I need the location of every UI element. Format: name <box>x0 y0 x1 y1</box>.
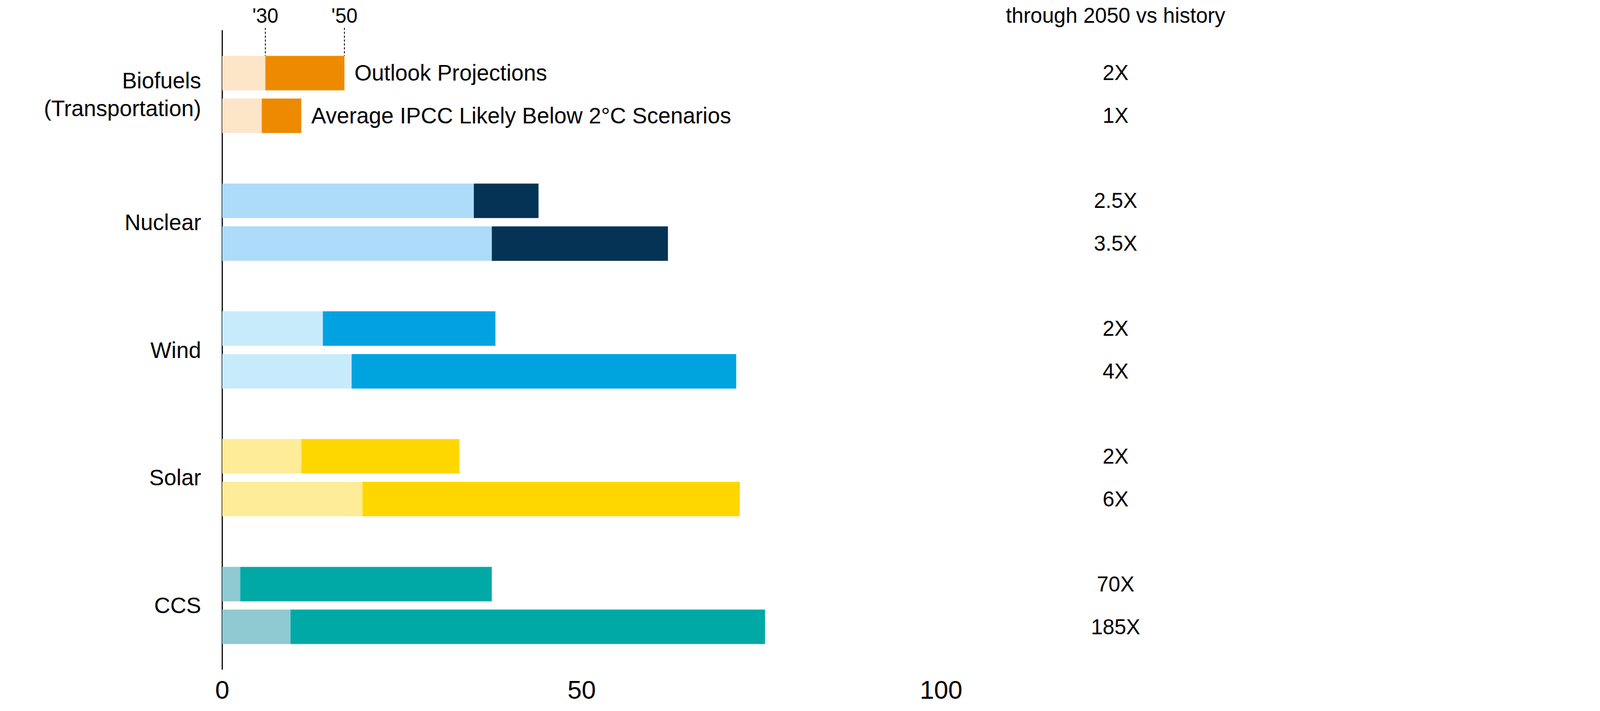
svg-text:'30: '30 <box>252 4 279 28</box>
svg-text:Wind: Wind <box>150 337 202 363</box>
svg-text:3.5X: 3.5X <box>1093 231 1138 255</box>
svg-text:2X: 2X <box>1102 316 1129 340</box>
svg-text:50: 50 <box>567 675 596 704</box>
svg-text:2X: 2X <box>1102 61 1129 85</box>
svg-text:6X: 6X <box>1102 487 1129 511</box>
svg-text:Nuclear: Nuclear <box>124 210 202 235</box>
svg-text:Outlook Projections: Outlook Projections <box>354 60 548 85</box>
svg-text:Average IPCC Likely Below 2°C: Average IPCC Likely Below 2°C Scenarios <box>311 103 732 128</box>
svg-text:'50: '50 <box>331 4 358 28</box>
svg-text:(Transportation): (Transportation) <box>43 96 202 121</box>
svg-text:4X: 4X <box>1102 359 1129 383</box>
svg-text:Biofuels: Biofuels <box>122 68 202 93</box>
svg-text:0: 0 <box>215 675 230 704</box>
svg-text:2.5X: 2.5X <box>1093 188 1138 213</box>
svg-text:Solar: Solar <box>149 465 202 490</box>
svg-text:1X: 1X <box>1102 103 1129 128</box>
svg-text:70X: 70X <box>1096 572 1135 596</box>
svg-text:through 2050 vs history: through 2050 vs history <box>1005 3 1225 28</box>
svg-text:2X: 2X <box>1102 444 1129 468</box>
svg-text:100: 100 <box>920 675 963 704</box>
svg-text:185X: 185X <box>1091 615 1141 639</box>
svg-text:CCS: CCS <box>154 592 202 618</box>
